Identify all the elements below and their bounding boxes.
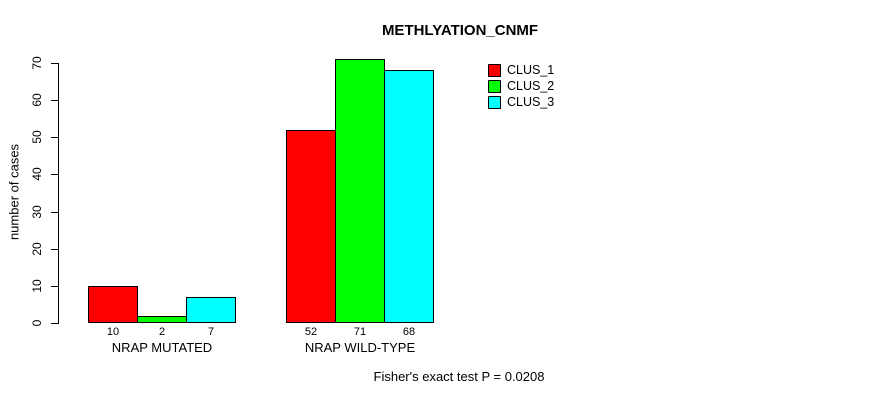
legend-item-clus-3: CLUS_3 <box>488 94 554 110</box>
bar-clus_3-group-2 <box>384 70 434 323</box>
bar-clus_1-group-1 <box>88 285 138 323</box>
legend-swatch-icon <box>488 79 501 93</box>
y-axis-tick <box>51 323 58 324</box>
bar-clus_2-group-1 <box>137 315 187 323</box>
y-tick-label: 40 <box>30 167 44 182</box>
legend-swatch-icon <box>488 63 501 77</box>
bar-value-label: 2 <box>158 326 166 338</box>
y-axis-tick <box>51 63 58 64</box>
y-tick-label: 60 <box>30 93 44 107</box>
x-category-label: NRAP MUTATED <box>111 340 213 355</box>
y-axis-tick <box>51 174 58 176</box>
y-axis-tick <box>51 285 58 287</box>
legend-label: CLUS_3 <box>507 95 555 109</box>
y-axis-tick <box>51 248 58 250</box>
bar-value-label: 52 <box>304 326 318 338</box>
legend-item-clus-2: CLUS_2 <box>488 78 554 94</box>
y-tick-label: 30 <box>30 204 44 219</box>
x-category-label: NRAP WILD-TYPE <box>304 340 416 355</box>
y-axis-line <box>58 63 59 324</box>
bar-clus_3-group-1 <box>186 297 236 323</box>
bar-value-label: 71 <box>353 326 367 338</box>
legend-swatch-icon <box>488 95 501 109</box>
fisher-test-annotation: Fisher's exact test P = 0.0208 <box>373 369 545 384</box>
legend: CLUS_1 CLUS_2 CLUS_3 <box>488 62 554 110</box>
chart-title: METHLYATION_CNMF <box>381 22 539 39</box>
y-tick-label: 20 <box>30 242 44 256</box>
bar-value-label: 7 <box>207 326 215 338</box>
bar-value-label: 68 <box>402 326 416 338</box>
bar-value-label: 10 <box>106 326 120 338</box>
y-tick-label: 70 <box>30 56 44 70</box>
y-axis-tick <box>51 100 58 102</box>
legend-item-clus-1: CLUS_1 <box>488 62 554 78</box>
y-axis-tick <box>51 211 58 213</box>
legend-label: CLUS_1 <box>507 63 555 77</box>
y-axis-tick <box>51 137 58 139</box>
bar-clus_2-group-2 <box>335 59 385 323</box>
y-tick-label: 50 <box>30 130 44 144</box>
legend-label: CLUS_2 <box>507 79 555 93</box>
bar-clus_1-group-2 <box>286 129 336 323</box>
y-tick-label: 10 <box>30 279 44 293</box>
y-tick-label: 0 <box>30 319 44 327</box>
